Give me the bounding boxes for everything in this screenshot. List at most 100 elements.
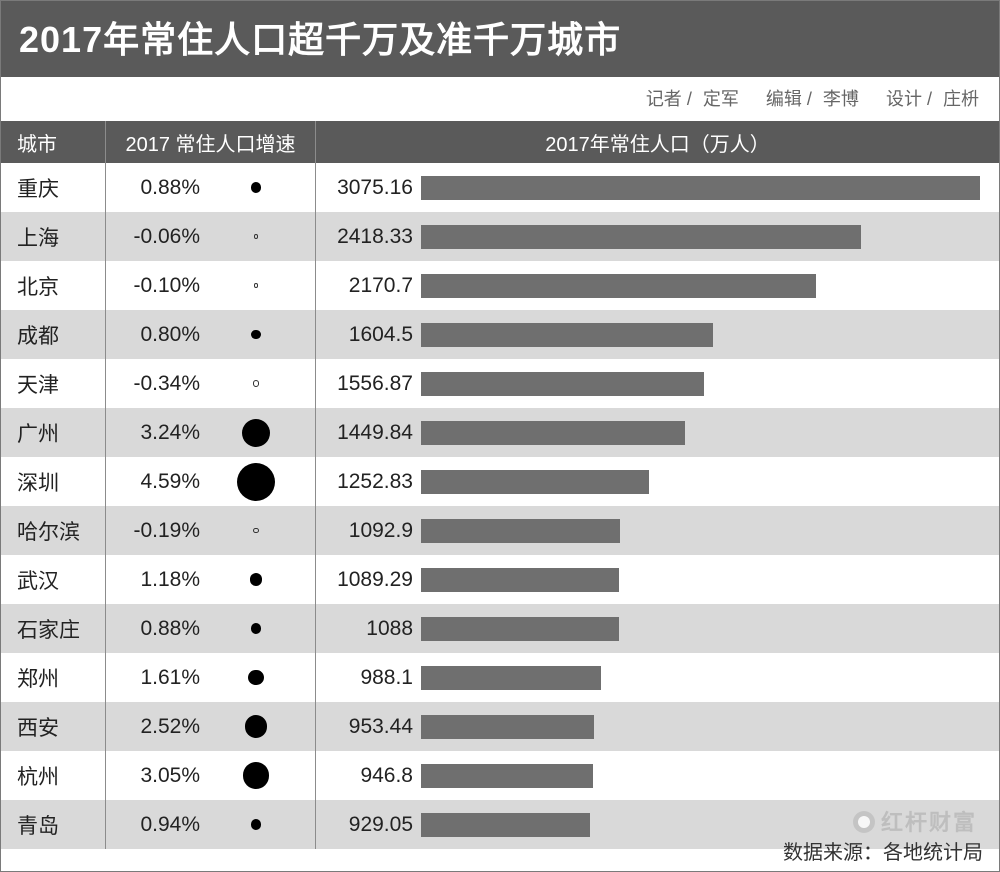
population-bar [421,715,594,739]
population-bar-area [421,666,985,690]
population-cell: 1556.87 [316,359,999,408]
growth-cell: -0.19% [106,506,316,555]
population-cell: 3075.16 [316,163,999,212]
table-row: 上海-0.06%2418.33 [1,212,999,261]
growth-percent: 0.94% [106,813,206,837]
city-name: 广州 [1,408,106,457]
editor-label: 编辑 / [766,89,812,109]
watermark: 红杆财富 [853,805,977,837]
table-row: 广州3.24%1449.84 [1,408,999,457]
design-name: 庄枡 [943,89,979,109]
table-body: 重庆0.88%3075.16上海-0.06%2418.33北京-0.10%217… [1,163,999,849]
growth-percent: -0.06% [106,225,206,249]
growth-dot-icon [243,762,270,789]
population-bar [421,176,980,200]
population-bar [421,813,590,837]
header-city: 城市 [1,121,106,163]
growth-cell: 3.24% [106,408,316,457]
population-value: 1604.5 [316,323,421,347]
editor-name: 李博 [823,89,859,109]
growth-cell: -0.10% [106,261,316,310]
population-value: 3075.16 [316,176,421,200]
table-header: 城市 2017 常住人口增速 2017年常住人口（万人） [1,121,999,163]
population-value: 953.44 [316,715,421,739]
source-footer: 数据来源：各地统计局 [783,836,983,865]
table-row: 杭州3.05% 946.8 [1,751,999,800]
population-bar [421,225,861,249]
population-value: 1252.83 [316,470,421,494]
growth-dot-wrap [206,380,306,387]
growth-dot-wrap [206,762,306,789]
city-name: 成都 [1,310,106,359]
growth-percent: 4.59% [106,470,206,494]
population-cell: 953.44 [316,702,999,751]
table-row: 郑州1.61%988.1 [1,653,999,702]
growth-dot-wrap [206,283,306,288]
infographic-container: 2017年常住人口超千万及准千万城市 记者 / 定军 编辑 / 李博 设计 / … [0,0,1000,872]
population-value: 1092.9 [316,519,421,543]
growth-dot-icon [237,463,275,501]
city-name: 哈尔滨 [1,506,106,555]
growth-dot-icon [242,419,270,447]
growth-dot-icon [254,234,258,238]
page-title: 2017年常住人口超千万及准千万城市 [19,11,981,63]
population-cell: 2170.7 [316,261,999,310]
growth-dot-wrap [206,528,306,533]
population-value: 946.8 [316,764,421,788]
city-name: 深圳 [1,457,106,506]
growth-percent: -0.10% [106,274,206,298]
growth-cell: 4.59% [106,457,316,506]
population-value: 1089.29 [316,568,421,592]
population-cell: 2418.33 [316,212,999,261]
population-cell: 1092.9 [316,506,999,555]
population-bar [421,421,685,445]
growth-dot-icon [251,182,262,193]
growth-cell: 0.80% [106,310,316,359]
population-cell: 946.8 [316,751,999,800]
city-name: 北京 [1,261,106,310]
population-bar-area [421,176,985,200]
growth-dot-icon [253,528,258,533]
growth-percent: 0.88% [106,176,206,200]
population-bar-area [421,764,985,788]
population-value: 2418.33 [316,225,421,249]
population-bar [421,568,619,592]
growth-dot-wrap [206,419,306,447]
growth-dot-wrap [206,182,306,193]
city-name: 杭州 [1,751,106,800]
growth-cell: 3.05% [106,751,316,800]
population-bar-area [421,519,985,543]
growth-percent: -0.19% [106,519,206,543]
title-bar: 2017年常住人口超千万及准千万城市 [1,1,999,77]
population-bar [421,323,713,347]
population-cell: 1088 [316,604,999,653]
population-bar [421,617,619,641]
header-growth: 2017 常住人口增速 [106,121,316,163]
population-bar [421,274,816,298]
growth-cell: 0.88% [106,604,316,653]
population-bar-area [421,568,985,592]
population-cell: 1449.84 [316,408,999,457]
growth-dot-icon [245,715,268,738]
growth-percent: 0.80% [106,323,206,347]
population-value: 988.1 [316,666,421,690]
growth-percent: 3.05% [106,764,206,788]
population-cell: 1604.5 [316,310,999,359]
reporter-label: 记者 / [646,89,692,109]
growth-percent: 0.88% [106,617,206,641]
source-label: 数据来源： [783,842,883,864]
growth-dot-wrap [206,623,306,634]
population-bar [421,470,649,494]
design-label: 设计 / [886,89,932,109]
table-row: 北京-0.10% 2170.7 [1,261,999,310]
growth-dot-icon [251,623,262,634]
growth-cell: 1.18% [106,555,316,604]
table-row: 哈尔滨-0.19% 1092.9 [1,506,999,555]
growth-cell: -0.34% [106,359,316,408]
growth-percent: -0.34% [106,372,206,396]
table-row: 天津-0.34%1556.87 [1,359,999,408]
population-bar-area [421,470,985,494]
growth-dot-wrap [206,670,306,686]
table-row: 西安2.52%953.44 [1,702,999,751]
city-name: 石家庄 [1,604,106,653]
